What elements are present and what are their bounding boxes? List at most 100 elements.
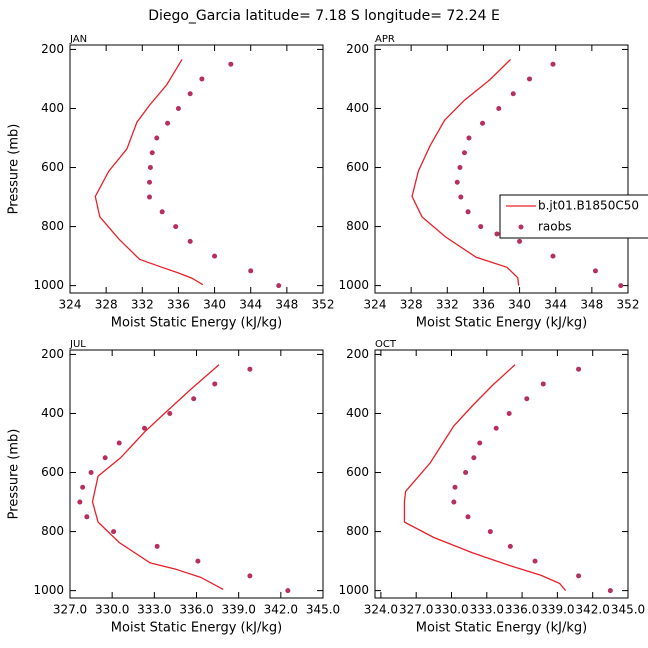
x-tick-label: 348 bbox=[580, 298, 603, 312]
y-tick-label: 400 bbox=[41, 101, 64, 115]
obs-point bbox=[477, 440, 483, 446]
x-tick-label: 328 bbox=[400, 298, 423, 312]
y-tick-label: 400 bbox=[41, 406, 64, 420]
x-tick-label: 327.0 bbox=[53, 603, 87, 617]
y-tick-label: 400 bbox=[346, 406, 369, 420]
x-tick-label: 330.0 bbox=[434, 603, 468, 617]
x-tick-label: 340 bbox=[508, 298, 531, 312]
y-axis-label: Pressure (mb) bbox=[7, 124, 22, 215]
y-tick-label: 200 bbox=[41, 42, 64, 56]
y-tick-label: 200 bbox=[346, 347, 369, 361]
obs-point bbox=[77, 499, 83, 505]
x-tick-label: 328 bbox=[95, 298, 118, 312]
y-tick-label: 800 bbox=[346, 219, 369, 233]
obs-point bbox=[493, 425, 499, 431]
y-tick-label: 400 bbox=[346, 101, 369, 115]
obs-point bbox=[550, 253, 556, 259]
obs-point bbox=[454, 179, 460, 185]
obs-point bbox=[458, 194, 464, 200]
obs-point bbox=[187, 91, 193, 97]
panel: JAN 324 328 332 336 340 344 348 352 200 400 600 800 1… bbox=[7, 34, 335, 331]
obs-point bbox=[494, 231, 500, 237]
x-tick-label: 336.0 bbox=[505, 603, 539, 617]
x-tick-label: 333.0 bbox=[470, 603, 504, 617]
obs-point bbox=[88, 470, 94, 476]
obs-point bbox=[463, 470, 469, 476]
y-tick-label: 600 bbox=[346, 160, 369, 174]
obs-point bbox=[199, 76, 205, 82]
obs-point bbox=[165, 120, 171, 126]
legend-marker bbox=[518, 224, 524, 230]
x-tick-label: 332 bbox=[436, 298, 459, 312]
legend-box bbox=[499, 194, 648, 239]
obs-point bbox=[478, 224, 484, 230]
obs-point bbox=[452, 484, 458, 490]
x-axis-label: Moist Static Energy (kJ/kg) bbox=[111, 621, 282, 636]
legend-label: raobs bbox=[538, 220, 572, 234]
obs-point bbox=[457, 165, 463, 171]
panel-label: OCT bbox=[375, 339, 397, 350]
x-tick-label: 352 bbox=[312, 298, 335, 312]
x-tick-label: 339.0 bbox=[221, 603, 255, 617]
x-tick-label: 333.0 bbox=[137, 603, 171, 617]
obs-point bbox=[147, 165, 153, 171]
x-tick-label: 348 bbox=[275, 298, 298, 312]
legend-label: b.jt01.B1850C50 bbox=[538, 199, 639, 213]
obs-point bbox=[510, 91, 516, 97]
model-line bbox=[403, 364, 567, 592]
y-tick-label: 200 bbox=[346, 42, 369, 56]
y-tick-label: 600 bbox=[346, 465, 369, 479]
obs-point bbox=[247, 366, 253, 372]
plot-frame bbox=[69, 44, 324, 294]
panel: OCT 324.0 327.0 330.0 333.0 336.0 339.0 342.0 34… bbox=[338, 339, 645, 636]
x-tick-label: 336 bbox=[167, 298, 190, 312]
obs-point bbox=[285, 588, 291, 594]
x-tick-label: 336.0 bbox=[179, 603, 213, 617]
y-tick-label: 600 bbox=[41, 465, 64, 479]
y-tick-label: 1000 bbox=[338, 583, 369, 597]
panel-label: JAN bbox=[69, 34, 87, 45]
x-tick-label: 330.0 bbox=[95, 603, 129, 617]
obs-point bbox=[576, 366, 582, 372]
x-tick-label: 352 bbox=[617, 298, 640, 312]
x-tick-label: 345.0 bbox=[306, 603, 340, 617]
obs-point bbox=[466, 135, 472, 141]
obs-point bbox=[618, 283, 624, 289]
x-tick-label: 336 bbox=[472, 298, 495, 312]
plot-frame bbox=[374, 349, 629, 599]
y-tick-label: 800 bbox=[346, 524, 369, 538]
obs-point bbox=[517, 238, 523, 244]
model-line bbox=[91, 364, 224, 591]
x-tick-label: 327.0 bbox=[399, 603, 433, 617]
obs-point bbox=[80, 484, 86, 490]
obs-point bbox=[540, 381, 546, 387]
obs-point bbox=[102, 455, 108, 461]
obs-point bbox=[471, 455, 477, 461]
obs-point bbox=[191, 396, 197, 402]
obs-point bbox=[159, 209, 165, 215]
obs-point bbox=[116, 440, 122, 446]
obs-point bbox=[487, 529, 493, 535]
panel-label: APR bbox=[375, 34, 395, 45]
y-tick-label: 600 bbox=[41, 160, 64, 174]
obs-point bbox=[461, 150, 467, 156]
obs-point bbox=[465, 209, 471, 215]
obs-point bbox=[496, 105, 502, 111]
y-tick-label: 800 bbox=[41, 524, 64, 538]
obs-point bbox=[173, 224, 179, 230]
obs-point bbox=[154, 135, 160, 141]
plot-frame bbox=[374, 44, 629, 294]
obs-point bbox=[276, 283, 282, 289]
x-tick-label: 342.0 bbox=[264, 603, 298, 617]
obs-point bbox=[195, 558, 201, 564]
obs-point bbox=[247, 573, 253, 579]
obs-point bbox=[147, 179, 153, 185]
obs-point bbox=[212, 253, 218, 259]
x-tick-label: 344 bbox=[239, 298, 262, 312]
x-tick-label: 340 bbox=[203, 298, 226, 312]
y-tick-label: 200 bbox=[41, 347, 64, 361]
x-tick-label: 324 bbox=[59, 298, 82, 312]
obs-point bbox=[154, 543, 160, 549]
x-tick-label: 344 bbox=[544, 298, 567, 312]
y-tick-label: 800 bbox=[41, 219, 64, 233]
